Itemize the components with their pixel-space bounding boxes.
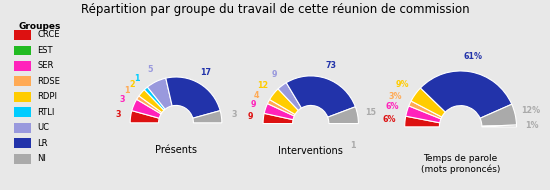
Text: 6%: 6% [383, 116, 396, 124]
Text: 5: 5 [148, 66, 153, 74]
Text: 17: 17 [201, 68, 212, 77]
Wedge shape [270, 89, 298, 114]
Text: 9: 9 [250, 100, 256, 109]
Wedge shape [409, 101, 442, 119]
Wedge shape [130, 111, 159, 123]
Bar [14, 92, 31, 102]
Wedge shape [144, 87, 165, 110]
Bar [14, 108, 31, 117]
Text: 9: 9 [271, 70, 277, 79]
Wedge shape [193, 111, 222, 123]
Text: 3: 3 [232, 110, 237, 120]
Bar [14, 61, 31, 71]
Text: 15: 15 [365, 108, 376, 117]
Bar [14, 46, 31, 55]
Wedge shape [139, 90, 164, 113]
Text: Temps de parole
(mots prononcés): Temps de parole (mots prononcés) [421, 154, 500, 174]
Text: EST: EST [37, 46, 53, 55]
Text: 1: 1 [124, 86, 130, 95]
Text: Interventions: Interventions [278, 146, 343, 156]
Wedge shape [405, 116, 440, 127]
Wedge shape [480, 104, 516, 126]
Text: UC: UC [37, 123, 50, 132]
Text: 6%: 6% [385, 102, 399, 111]
Text: Groupes: Groupes [18, 22, 60, 31]
Text: 12%: 12% [521, 106, 540, 116]
Text: RDSE: RDSE [37, 77, 60, 86]
Text: 4: 4 [254, 91, 260, 100]
Wedge shape [263, 113, 293, 124]
Bar [14, 138, 31, 148]
Text: Répartition par groupe du travail de cette réunion de commission: Répartition par groupe du travail de cet… [81, 3, 469, 16]
Text: 12: 12 [257, 81, 268, 90]
Wedge shape [420, 71, 512, 118]
Text: LR: LR [37, 139, 48, 148]
Bar [14, 123, 31, 133]
Text: 3: 3 [115, 110, 120, 120]
Wedge shape [147, 78, 172, 109]
Wedge shape [264, 104, 294, 120]
Text: 1: 1 [350, 141, 355, 150]
Bar [14, 30, 31, 40]
Text: NI: NI [37, 154, 46, 163]
Text: 73: 73 [326, 61, 337, 70]
Wedge shape [267, 100, 295, 116]
Bar [14, 154, 31, 164]
Wedge shape [411, 88, 446, 117]
Text: 1%: 1% [525, 121, 539, 130]
Wedge shape [132, 99, 161, 118]
Text: 2: 2 [129, 80, 135, 89]
Wedge shape [166, 77, 220, 118]
Text: RDPI: RDPI [37, 92, 57, 101]
Text: SER: SER [37, 61, 54, 70]
Text: 61%: 61% [464, 52, 483, 61]
Wedge shape [406, 106, 441, 123]
Text: 3: 3 [119, 95, 125, 104]
Text: CRCE: CRCE [37, 30, 60, 40]
Text: 9: 9 [248, 112, 253, 121]
Wedge shape [278, 83, 301, 110]
Text: Présents: Présents [155, 145, 197, 155]
Text: RTLI: RTLI [37, 108, 55, 117]
Wedge shape [286, 76, 355, 117]
Text: 3%: 3% [389, 92, 403, 101]
Text: 9%: 9% [396, 81, 409, 89]
Wedge shape [136, 96, 162, 114]
Wedge shape [328, 107, 359, 124]
Text: 1: 1 [135, 74, 140, 83]
Wedge shape [482, 125, 516, 127]
Bar [14, 77, 31, 86]
